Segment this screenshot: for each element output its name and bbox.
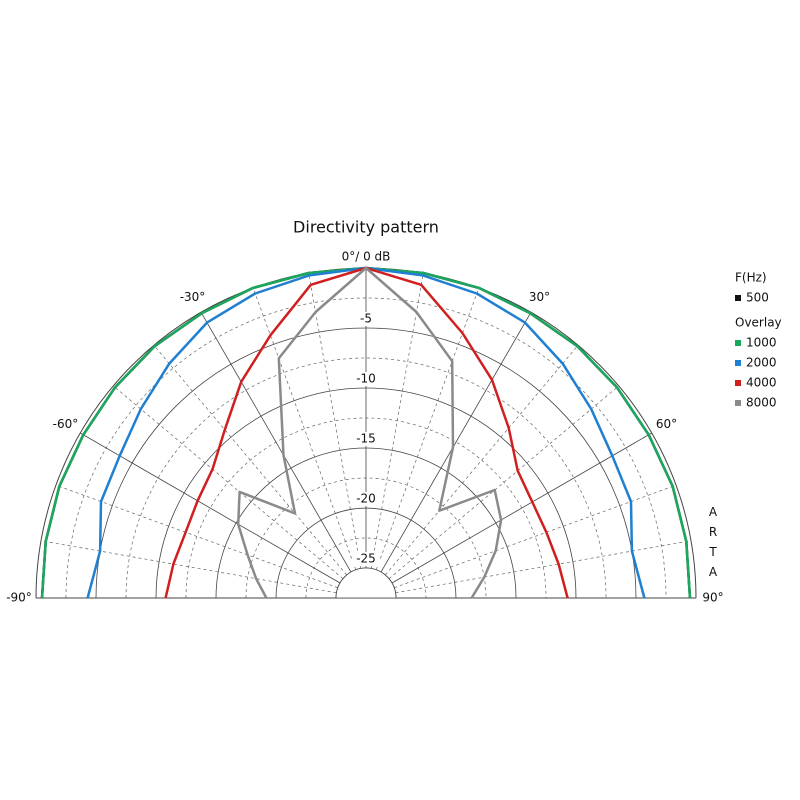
theta-tick-label: 90°: [702, 591, 723, 605]
legend-swatch: [735, 295, 741, 301]
legend-title: F(Hz): [735, 271, 767, 285]
label-bg: [352, 552, 380, 566]
legend-label: 500: [746, 291, 769, 305]
label-bg: [352, 492, 380, 506]
minor-spoke: [55, 484, 338, 589]
chart-title: Directivity pattern: [293, 218, 439, 237]
minor-spoke: [308, 272, 362, 569]
grid-spoke: [391, 432, 652, 584]
label-bg: [352, 432, 380, 446]
theta-tick-label: -30°: [180, 290, 206, 304]
legend-label: 4000: [746, 376, 777, 390]
minor-spoke: [395, 540, 692, 594]
legend-swatch: [735, 400, 741, 406]
minor-spoke: [252, 287, 357, 570]
minor-spoke: [375, 287, 480, 570]
minor-ring: [125, 357, 607, 599]
theta-tick-label: 0°/ 0 dB: [342, 250, 391, 264]
minor-spoke: [153, 344, 347, 576]
r-tick-label: -10: [356, 372, 376, 386]
r-tick-label: -5: [360, 312, 372, 326]
grid-spoke: [200, 312, 352, 573]
grid-spoke: [80, 432, 341, 584]
series-line: [236, 266, 503, 599]
label-bg: [352, 312, 380, 326]
minor-spoke: [40, 540, 337, 594]
grid-spoke: [380, 312, 532, 573]
watermark: ARTA: [706, 505, 720, 585]
minor-spoke: [385, 344, 579, 576]
legend-swatch: [735, 360, 741, 366]
theta-tick-label: 30°: [529, 290, 550, 304]
minor-spoke: [388, 385, 620, 579]
legend-group: Overlay: [735, 316, 782, 330]
label-bg: [352, 372, 380, 386]
minor-spoke: [370, 272, 424, 569]
legend-label: 8000: [746, 396, 777, 410]
center-cap: [335, 567, 397, 599]
theta-tick-label: -90°: [6, 591, 32, 605]
theta-tick-label: -60°: [53, 417, 79, 431]
legend-label: 2000: [746, 356, 777, 370]
r-tick-label: -15: [356, 432, 376, 446]
minor-spoke: [112, 385, 344, 579]
r-tick-label: -25: [356, 552, 376, 566]
theta-tick-label: 60°: [656, 417, 677, 431]
legend-swatch: [735, 340, 741, 346]
legend-label: 1000: [746, 336, 777, 350]
minor-spoke: [394, 484, 677, 589]
r-tick-label: -20: [356, 492, 376, 506]
minor-ring: [65, 297, 667, 599]
legend-swatch: [735, 380, 741, 386]
